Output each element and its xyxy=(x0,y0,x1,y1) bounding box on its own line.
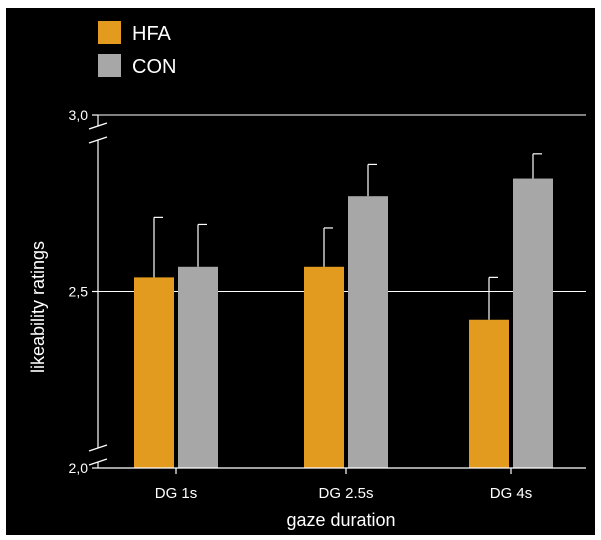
bar-hfa-0 xyxy=(134,277,174,468)
x-tick-label-2: DG 4s xyxy=(490,485,533,502)
error-bars xyxy=(153,153,542,320)
bar-hfa-2 xyxy=(469,319,509,468)
axis-break-1-b xyxy=(88,458,108,466)
axis-break-1-a xyxy=(88,444,108,452)
legend-label-hfa: HFA xyxy=(132,23,172,45)
chart-frame: HFA CON 2,0 2,5 3,0 DG 1s DG 2.5s DG 4s gaze … xyxy=(6,8,595,535)
axis-break-0-b xyxy=(88,136,108,144)
axis-break-0-a xyxy=(88,122,108,130)
bar-hfa-1 xyxy=(304,266,344,468)
legend-swatch-con xyxy=(98,54,121,77)
bar-con-0 xyxy=(178,266,218,468)
y-tick-label-0: 2,0 xyxy=(69,460,89,476)
bar-con-2 xyxy=(513,178,553,469)
legend: HFA CON xyxy=(98,21,176,78)
axes xyxy=(88,114,586,474)
bar-con-1 xyxy=(348,196,388,468)
y-tick-labels: 2,0 2,5 3,0 xyxy=(69,107,89,476)
gridlines xyxy=(98,114,586,292)
x-tick-labels: DG 1s DG 2.5s DG 4s xyxy=(155,485,533,502)
y-tick-label-1: 2,5 xyxy=(69,284,89,300)
legend-label-con: CON xyxy=(132,56,176,78)
y-axis-label: likeability ratings xyxy=(28,241,48,373)
x-axis-label: gaze duration xyxy=(286,510,395,530)
legend-swatch-hfa xyxy=(98,21,121,44)
x-tick-label-0: DG 1s xyxy=(155,485,198,502)
x-tick-label-1: DG 2.5s xyxy=(318,485,373,502)
bar-chart: HFA CON 2,0 2,5 3,0 DG 1s DG 2.5s DG 4s gaze … xyxy=(28,21,586,530)
y-tick-label-2: 3,0 xyxy=(69,107,89,123)
bars xyxy=(134,178,553,469)
